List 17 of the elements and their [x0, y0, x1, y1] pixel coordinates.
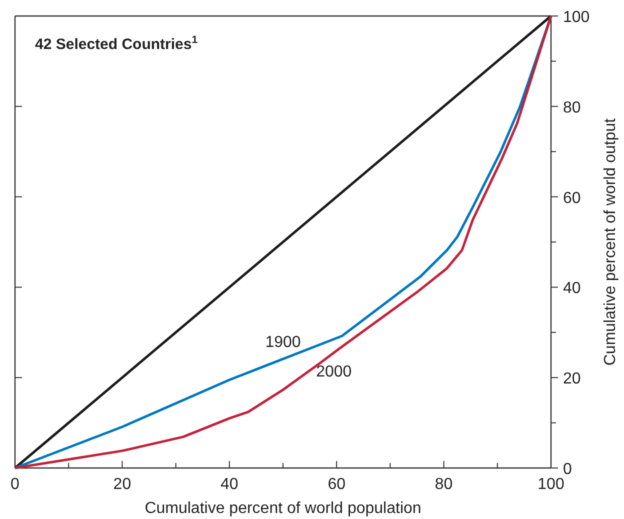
x-axis-title: Cumulative percent of world population: [144, 500, 422, 517]
y-tick-label: 40: [563, 280, 581, 298]
x-tick-label: 0: [10, 476, 20, 493]
series-label: 2000: [316, 364, 352, 381]
y-axis-title: Cumulative percent of world output: [602, 118, 619, 366]
y-tick-label: 100: [563, 9, 590, 26]
x-tick-label: 60: [328, 476, 346, 493]
y-tick-label: 60: [563, 190, 581, 207]
x-tick-label: 20: [113, 476, 132, 493]
text: 42 Selected Countries$^{1}$: [35, 34, 198, 53]
x-tick-label: 80: [434, 476, 453, 493]
x-tick-label: 40: [220, 476, 238, 493]
y-tick-label: 20: [563, 370, 581, 388]
y-tick-label: 0: [563, 461, 572, 478]
series-label: 1900: [265, 334, 301, 351]
x-tick-label: 100: [538, 476, 564, 493]
y-tick-label: 80: [563, 99, 581, 116]
